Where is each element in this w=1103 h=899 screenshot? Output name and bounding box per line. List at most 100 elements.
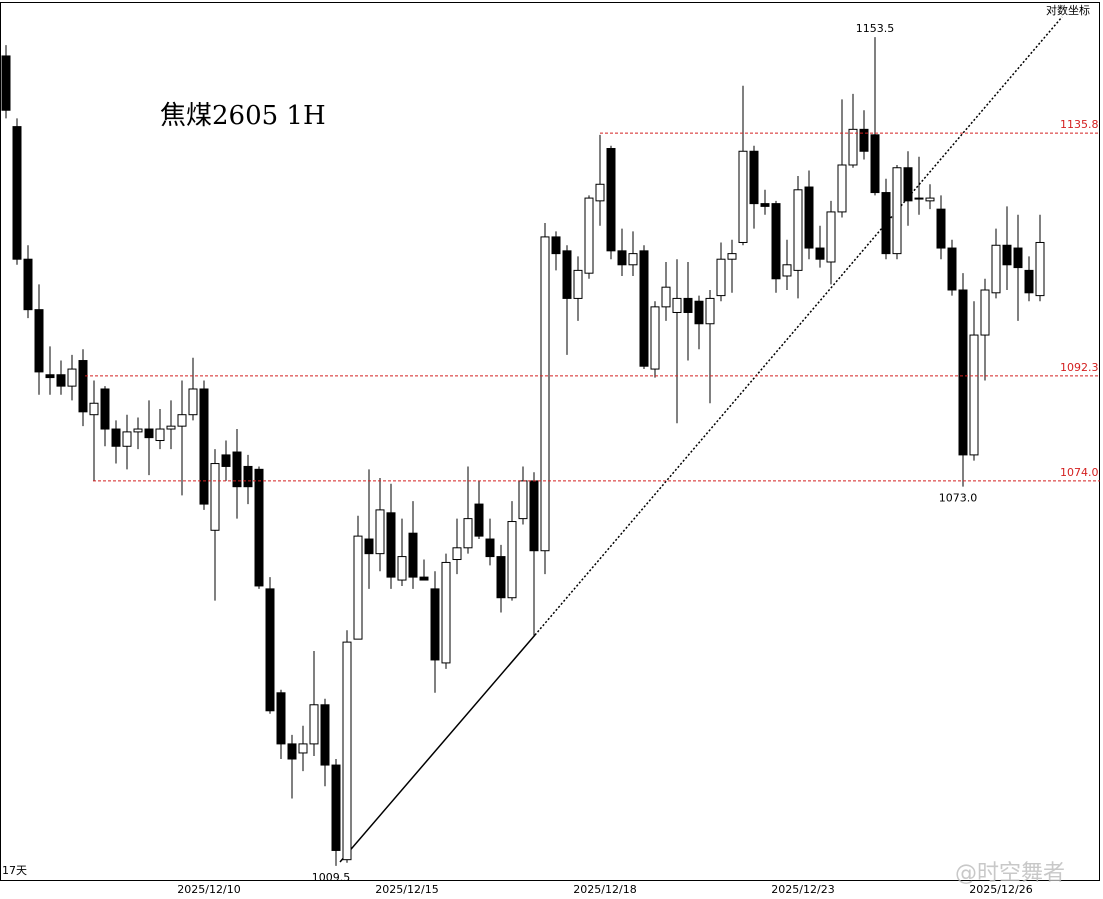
candle-body (562, 250, 572, 299)
candle-body (430, 588, 440, 661)
candle-body (309, 704, 319, 745)
candle-body (518, 480, 528, 520)
candle-body (342, 641, 352, 861)
candle-body (56, 374, 66, 387)
candle-body (1, 55, 11, 111)
candle-body (45, 374, 55, 379)
candle-body (947, 247, 957, 291)
candle-body (881, 192, 891, 255)
candle-body (397, 556, 407, 581)
level-label: 1074.0 (1060, 466, 1099, 479)
candle-body (595, 183, 605, 202)
candle-body (254, 468, 264, 587)
candle-body (144, 428, 154, 439)
candle-body (573, 269, 583, 299)
candle-body (23, 258, 33, 311)
candle-body (749, 150, 759, 205)
candle-body (782, 264, 792, 277)
candle-body (364, 538, 374, 555)
candle-body (859, 128, 869, 152)
candle-body (870, 134, 880, 194)
candle-body (496, 556, 506, 599)
candle-body (133, 428, 143, 433)
candle-body (694, 300, 704, 325)
chart-title: 焦煤2605 1H (160, 101, 326, 131)
candle-body (936, 208, 946, 249)
candle-body (1002, 244, 1012, 266)
candle-body (639, 250, 649, 367)
scale-label: 对数坐标 (1046, 3, 1090, 17)
x-tick-label: 2025/12/26 (969, 883, 1032, 896)
candle-body (199, 388, 209, 505)
candle-body (463, 518, 473, 549)
candle-body (320, 704, 330, 766)
candle-body (914, 197, 924, 200)
watermark: @时空舞者 (955, 861, 1065, 886)
low-label: 1073.0 (939, 492, 978, 505)
x-tick-label: 2025/12/18 (573, 883, 636, 896)
candle-body (353, 535, 363, 640)
candle-body (452, 547, 462, 561)
candle-body (221, 454, 231, 467)
candle-body (408, 532, 418, 578)
candle-body (661, 286, 671, 308)
candle-body (584, 197, 594, 274)
candle-body (804, 186, 814, 249)
candle-body (89, 402, 99, 416)
x-tick-label: 2025/12/23 (771, 883, 834, 896)
high-label: 1153.5 (856, 22, 895, 35)
candle-body (166, 425, 176, 430)
candle-body (34, 309, 44, 373)
candle-body (243, 465, 253, 488)
candle-body (980, 289, 990, 336)
candle-body (815, 247, 825, 260)
x-tick-label: 2025/12/10 (177, 883, 240, 896)
candle-body (705, 297, 715, 325)
candle-body (771, 203, 781, 280)
candle-body (991, 244, 1001, 294)
candle-body (727, 253, 737, 260)
candle-body (529, 480, 539, 552)
candle-body (331, 764, 341, 851)
low-label: 1009.5 (312, 871, 351, 884)
candle-body (903, 167, 913, 202)
candle-body (386, 512, 396, 578)
candle-body (232, 451, 242, 488)
candle-body (540, 236, 550, 552)
trend-line (339, 634, 536, 863)
candle-body (628, 253, 638, 266)
candle-body (111, 428, 121, 447)
candle-body (287, 743, 297, 760)
candle-body (67, 368, 77, 387)
candle-body (507, 521, 517, 599)
candle-body (606, 148, 616, 252)
candle-body (474, 503, 484, 537)
candle-body (155, 428, 165, 442)
trend-line-extension (534, 16, 1063, 636)
candle-body (551, 236, 561, 255)
candle-body (969, 334, 979, 456)
candle-body (716, 258, 726, 297)
plot-frame (0, 2, 1100, 881)
level-label: 1135.8 (1060, 118, 1099, 131)
candle-body (265, 588, 275, 712)
candle-body (617, 250, 627, 266)
candle-body (1035, 241, 1045, 297)
candle-body (760, 203, 770, 207)
candle-body (100, 388, 110, 430)
candle-body (78, 360, 88, 413)
candle-body (1024, 269, 1034, 294)
period-note: 17天 (2, 864, 27, 877)
x-tick-label: 2025/12/15 (375, 883, 438, 896)
candle-body (738, 150, 748, 243)
candle-body (12, 126, 22, 260)
candle-body (210, 463, 220, 531)
candle-body (958, 289, 968, 456)
candle-body (672, 297, 682, 313)
candle-body (1013, 247, 1023, 269)
candle-body (826, 211, 836, 263)
candle-body (925, 197, 935, 202)
candle-body (177, 414, 187, 427)
candle-body (441, 561, 451, 664)
